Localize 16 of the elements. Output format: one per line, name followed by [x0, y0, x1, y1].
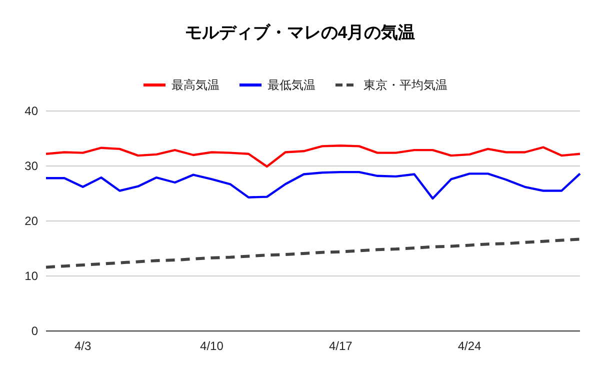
legend-label: 最高気温 [172, 78, 220, 92]
x-tick-label: 4/3 [74, 339, 92, 353]
line-series [44, 144, 582, 168]
legend-label: 東京・平均気温 [364, 78, 448, 92]
x-tick-label: 4/17 [328, 339, 353, 353]
x-tick-label: 4/10 [200, 339, 224, 353]
y-tick-label: 0 [31, 324, 38, 338]
line-series [44, 170, 582, 200]
legend-label: 最低気温 [268, 78, 316, 92]
chart-title: モルディブ・マレの4月の気温 [184, 23, 416, 42]
y-tick-label: 40 [24, 104, 38, 118]
y-tick-label: 30 [24, 159, 38, 173]
y-tick-label: 20 [24, 214, 38, 228]
line-series [44, 238, 582, 269]
y-tick-label: 10 [24, 269, 38, 283]
x-tick-label: 4/24 [458, 339, 482, 353]
